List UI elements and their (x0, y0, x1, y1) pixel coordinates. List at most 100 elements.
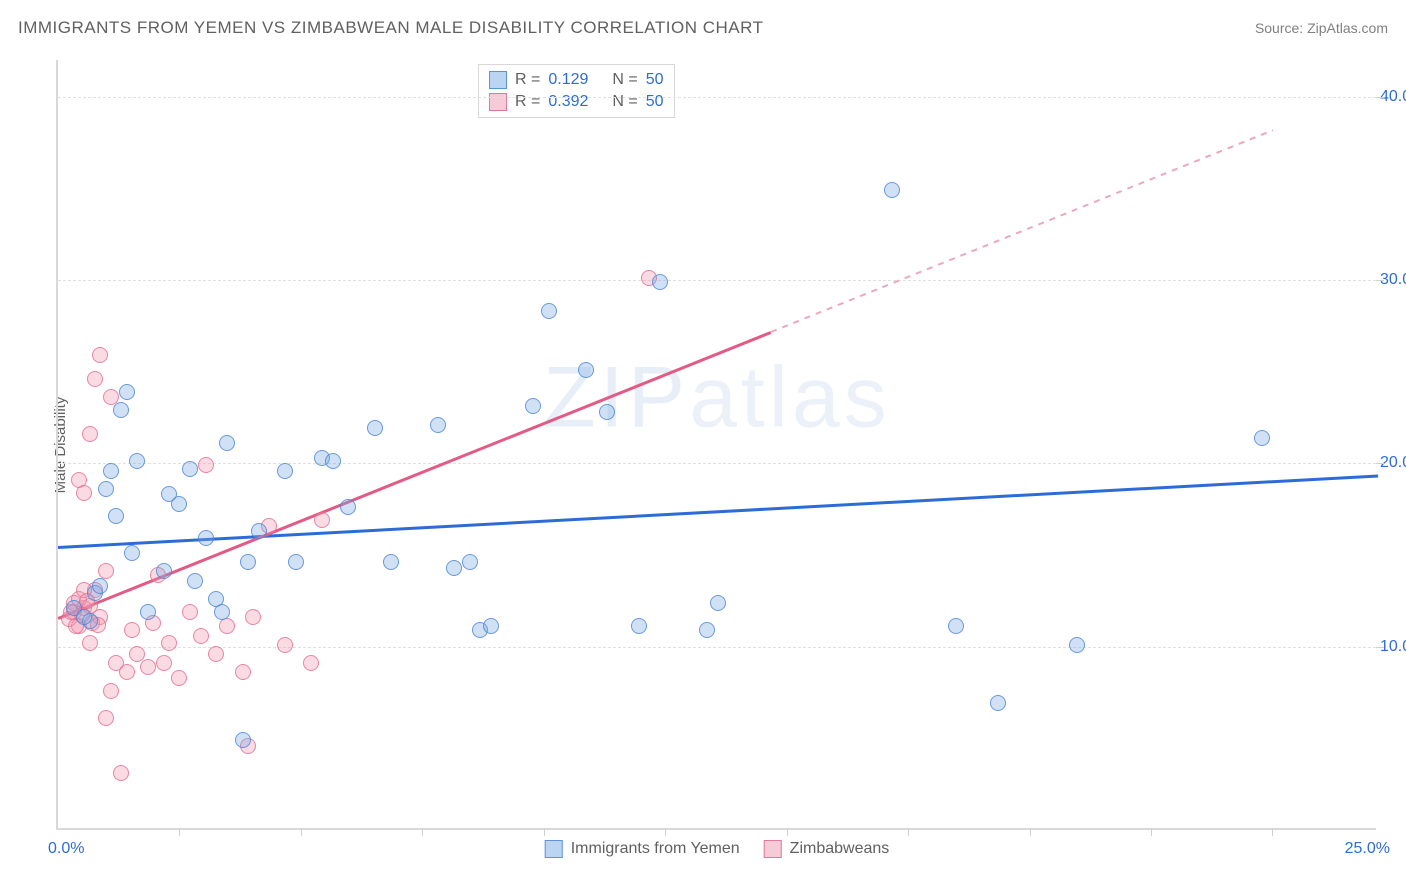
data-point (235, 664, 251, 680)
data-point (140, 604, 156, 620)
gridline (58, 647, 1376, 648)
data-point (462, 554, 478, 570)
legend-row-blue: R = 0.129 N = 50 (489, 69, 664, 91)
data-point (219, 618, 235, 634)
legend-item-pink: Zimbabweans (764, 840, 890, 858)
legend-label-blue: Immigrants from Yemen (571, 840, 740, 858)
legend-row-pink: R = 0.392 N = 50 (489, 91, 664, 113)
data-point (483, 618, 499, 634)
x-tick-mark (787, 828, 788, 836)
data-point (108, 508, 124, 524)
x-tick-mark (1030, 828, 1031, 836)
gridline (58, 97, 1376, 98)
data-point (182, 461, 198, 477)
data-point (198, 457, 214, 473)
source-prefix: Source: (1255, 20, 1307, 36)
data-point (98, 710, 114, 726)
data-point (541, 303, 557, 319)
watermark-part2: atlas (689, 349, 891, 445)
n-value-blue: 50 (646, 71, 664, 89)
data-point (92, 578, 108, 594)
x-tick-mark (544, 828, 545, 836)
data-point (140, 659, 156, 675)
data-point (430, 417, 446, 433)
data-point (208, 646, 224, 662)
data-point (251, 523, 267, 539)
data-point (990, 695, 1006, 711)
data-point (525, 398, 541, 414)
chart-header: IMMIGRANTS FROM YEMEN VS ZIMBABWEAN MALE… (18, 18, 1388, 38)
data-point (76, 609, 92, 625)
data-point (92, 347, 108, 363)
source-name: ZipAtlas.com (1307, 20, 1388, 36)
data-point (578, 362, 594, 378)
data-point (98, 481, 114, 497)
data-point (171, 496, 187, 512)
data-point (948, 618, 964, 634)
gridline (58, 280, 1376, 281)
data-point (103, 463, 119, 479)
data-point (82, 426, 98, 442)
n-label: N = (612, 71, 637, 89)
x-tick-mark (1272, 828, 1273, 836)
x-tick-mark (1151, 828, 1152, 836)
data-point (119, 384, 135, 400)
x-axis-min: 0.0% (48, 840, 84, 858)
data-point (87, 371, 103, 387)
data-point (303, 655, 319, 671)
data-point (76, 485, 92, 501)
source-credit: Source: ZipAtlas.com (1255, 20, 1388, 36)
data-point (599, 404, 615, 420)
data-point (219, 435, 235, 451)
data-point (884, 182, 900, 198)
data-point (156, 563, 172, 579)
y-tick-mark (1376, 647, 1384, 648)
data-point (240, 554, 256, 570)
r-label: R = (515, 71, 540, 89)
x-tick-mark (179, 828, 180, 836)
x-tick-mark (301, 828, 302, 836)
data-point (161, 635, 177, 651)
data-point (182, 604, 198, 620)
data-point (383, 554, 399, 570)
data-point (710, 595, 726, 611)
data-point (193, 628, 209, 644)
data-point (325, 453, 341, 469)
data-point (119, 664, 135, 680)
data-point (652, 274, 668, 290)
data-point (171, 670, 187, 686)
watermark: ZIPatlas (543, 348, 890, 447)
swatch-blue-icon (489, 71, 507, 89)
swatch-blue-icon (545, 840, 563, 858)
data-point (277, 463, 293, 479)
legend-correlation: R = 0.129 N = 50 R = 0.392 N = 50 (478, 64, 675, 118)
data-point (156, 655, 172, 671)
legend-item-blue: Immigrants from Yemen (545, 840, 740, 858)
data-point (187, 573, 203, 589)
y-tick-mark (1376, 97, 1384, 98)
data-point (340, 499, 356, 515)
data-point (314, 512, 330, 528)
data-point (288, 554, 304, 570)
y-tick-mark (1376, 463, 1384, 464)
x-tick-mark (908, 828, 909, 836)
data-point (235, 732, 251, 748)
data-point (1069, 637, 1085, 653)
plot-region: ZIPatlas R = 0.129 N = 50 R = 0.392 N = … (56, 60, 1376, 830)
data-point (245, 609, 261, 625)
legend-label-pink: Zimbabweans (790, 840, 890, 858)
data-point (367, 420, 383, 436)
data-point (214, 604, 230, 620)
chart-title: IMMIGRANTS FROM YEMEN VS ZIMBABWEAN MALE… (18, 18, 763, 38)
y-tick-mark (1376, 280, 1384, 281)
data-point (113, 402, 129, 418)
watermark-part1: ZIP (543, 349, 689, 445)
data-point (98, 563, 114, 579)
data-point (277, 637, 293, 653)
x-tick-mark (665, 828, 666, 836)
data-point (124, 622, 140, 638)
x-axis-max: 25.0% (1345, 840, 1390, 858)
chart-area: Male Disability ZIPatlas R = 0.129 N = 5… (56, 60, 1376, 830)
data-point (103, 683, 119, 699)
r-value-blue: 0.129 (548, 71, 588, 89)
